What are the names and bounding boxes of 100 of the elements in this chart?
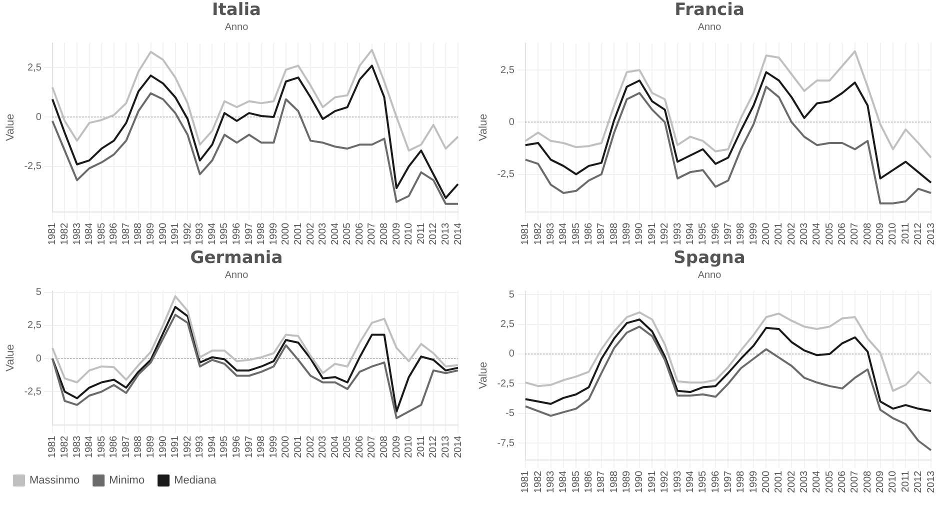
x-tick-label: 1995	[698, 470, 709, 494]
x-tick-label: 2003	[318, 435, 329, 458]
x-tick-label: 1988	[608, 222, 620, 246]
y-tick-label: 0	[508, 348, 515, 360]
x-tick-label: 1982	[532, 470, 544, 494]
x-tick-label: 1981	[47, 435, 58, 458]
x-tick-label: 2010	[404, 435, 415, 458]
x-tick-label: 1997	[244, 435, 255, 458]
x-axis-title: Anno	[224, 269, 250, 282]
y-tick-label: 2,5	[28, 62, 42, 74]
x-tick-label: 2001	[774, 222, 785, 246]
x-tick-label: 1985	[96, 435, 108, 458]
x-tick-label: 2012	[428, 435, 440, 458]
x-tick-label: 2005	[824, 470, 836, 494]
x-axis-title: Anno	[696, 21, 722, 34]
x-tick-label: 1982	[532, 222, 544, 246]
x-tick-label: 2012	[913, 470, 924, 494]
y-tick-label: 0	[508, 116, 515, 128]
x-tick-label: 1983	[546, 470, 557, 494]
x-tick-label: 2004	[812, 222, 823, 246]
y-tick-label: -2,5	[24, 386, 42, 398]
x-axis-title: Anno	[224, 21, 250, 34]
x-tick-label: 1997	[722, 222, 734, 246]
x-tick-label: 2011	[900, 470, 912, 492]
x-tick-label: 1981	[520, 222, 532, 246]
x-tick-label: 2012	[428, 222, 440, 246]
x-tick-label: 2000	[760, 222, 772, 246]
x-tick-label: 1994	[684, 470, 696, 494]
x-tick-label: 1996	[232, 222, 243, 246]
x-tick-label: 2007	[366, 222, 378, 246]
x-tick-label: 2005	[824, 222, 836, 246]
y-tick-label: 0	[36, 353, 42, 364]
x-tick-label: 1994	[684, 222, 696, 246]
x-tick-label: 2003	[318, 222, 329, 246]
x-tick-label: 1996	[232, 435, 243, 458]
x-tick-label: 1999	[268, 222, 280, 246]
chart-title: Spagna	[672, 248, 746, 269]
x-tick-label: 2011	[900, 222, 912, 244]
x-tick-label: 1987	[120, 435, 132, 458]
legend-label: Mediana	[174, 474, 218, 487]
x-tick-label: 2007	[850, 470, 861, 494]
x-tick-label: 1988	[608, 470, 620, 494]
y-tick-label: -5	[506, 408, 515, 420]
x-tick-label: 2009	[875, 470, 886, 494]
x-tick-label: 2010	[888, 222, 899, 246]
x-tick-label: 1989	[146, 222, 156, 246]
x-tick-label: 2011	[416, 435, 427, 458]
x-tick-label: 1984	[84, 435, 96, 458]
x-tick-label: 1990	[634, 470, 646, 494]
x-tick-label: 1982	[59, 222, 70, 246]
x-tick-label: 2002	[786, 470, 798, 494]
x-tick-label: 1989	[622, 222, 633, 246]
x-tick-label: 1981	[520, 470, 532, 494]
x-tick-label: 1990	[158, 435, 169, 458]
x-tick-label: 2010	[888, 470, 899, 494]
x-tick-label: 2008	[379, 435, 390, 458]
x-tick-label: 2003	[799, 470, 810, 494]
y-axis-title: Value	[478, 362, 490, 390]
y-tick-label: -2,5	[497, 169, 515, 180]
x-tick-label: 2007	[366, 435, 378, 458]
x-tick-label: 1983	[546, 222, 557, 246]
x-tick-label: 1993	[194, 222, 206, 246]
x-tick-label: 1988	[133, 435, 144, 458]
x-tick-label: 2004	[812, 470, 823, 494]
x-tick-label: 1995	[219, 435, 230, 458]
y-tick-label: 2,5	[28, 320, 42, 332]
x-tick-label: 1987	[596, 222, 608, 246]
x-tick-label: 1998	[736, 470, 747, 494]
x-tick-label: 2002	[305, 222, 316, 246]
x-tick-label: 2001	[292, 222, 304, 246]
x-tick-label: 2000	[280, 435, 292, 458]
x-tick-label: 1984	[558, 222, 570, 246]
x-tick-label: 1984	[558, 470, 570, 494]
x-tick-label: 1998	[256, 222, 268, 246]
x-tick-label: 2013	[440, 222, 452, 246]
x-tick-label: 1983	[72, 222, 83, 246]
x-tick-label: 1993	[194, 435, 206, 458]
x-tick-label: 2013	[926, 470, 937, 494]
x-tick-label: 1982	[59, 435, 70, 458]
x-tick-label: 2014	[452, 435, 464, 458]
x-tick-label: 2008	[862, 470, 874, 494]
x-tick-label: 1992	[182, 435, 194, 458]
x-tick-label: 2006	[354, 222, 366, 246]
x-tick-label: 2007	[850, 222, 861, 246]
x-tick-label: 2008	[379, 222, 390, 246]
x-tick-label: 1999	[748, 222, 760, 246]
x-tick-label: 2006	[837, 222, 848, 246]
x-tick-label: 1993	[672, 470, 684, 494]
y-tick-label: -2,5	[24, 161, 42, 172]
chart-title: Italia	[210, 0, 262, 21]
x-tick-label: 1985	[96, 222, 108, 246]
y-axis-title: Value	[478, 114, 490, 142]
x-tick-label: 1986	[584, 470, 595, 494]
x-tick-label: 2006	[354, 435, 366, 458]
x-tick-label: 2004	[330, 222, 341, 246]
x-tick-label: 2009	[391, 222, 402, 246]
y-tick-label: -2,5	[497, 378, 515, 390]
y-tick-label: 2,5	[500, 64, 515, 76]
x-tick-label: 1987	[596, 470, 608, 494]
x-tick-label: 1991	[170, 222, 182, 246]
